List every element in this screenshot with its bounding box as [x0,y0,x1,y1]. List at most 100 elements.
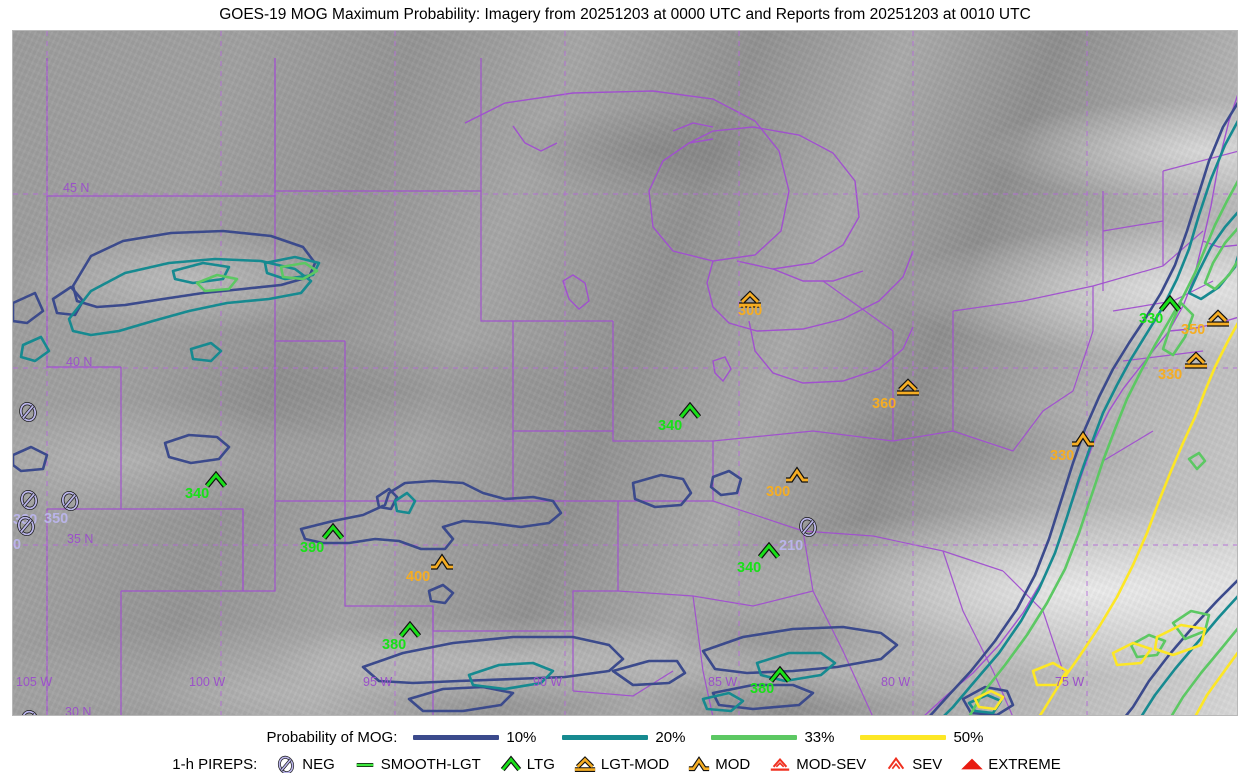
pirep-legend-item: SMOOTH-LGT [352,755,481,773]
pirep-marker[interactable]: 330 [1139,294,1182,327]
lgt-mod-icon [739,290,761,308]
pirep-altitude-label: 330 [1158,367,1182,383]
map-canvas[interactable]: 45 N 40 N 35 N 30 N 105 W 100 W 95 W 90 W 85 W 8… [12,30,1238,716]
probability-color-swatch [860,734,947,740]
probability-legend-label: 50% [953,728,984,746]
neg-icon [17,516,35,536]
probability-legend-title: Probability of MOG: [266,728,398,746]
latitude-label: 35 N [67,532,93,546]
pirep-altitude-label: 390 [300,540,324,556]
latitude-label: 30 N [65,705,91,716]
pirep-altitude-label: 300 [738,303,762,319]
pirep-legend-label: LGT-MOD [600,755,670,773]
pirep-marker[interactable]: 0 [13,516,35,553]
extreme-filled-triangle-icon [961,758,983,770]
contour-50-percent [973,321,1237,715]
ltg-icon [678,401,702,419]
pirep-marker[interactable]: 380 [750,665,792,697]
pirep-marker[interactable]: 350 [1181,309,1229,338]
latitude-label: 45 N [63,181,89,195]
pirep-legend-item: MOD [686,755,750,773]
pirep-marker[interactable]: 350 [44,491,79,527]
ltg-icon [204,470,228,488]
pirep-legend-label: EXTREME [988,755,1061,773]
page-title: GOES-19 MOG Maximum Probability: Imagery… [219,6,1031,23]
pirep-legend-row: 1-h PIREPS: NEG SMOOTH-LGT LTG LGT-MOD MOD MO… [0,751,1250,777]
coastlines-and-lakes [464,90,1237,715]
pirep-altitude-label: 210 [779,538,803,554]
neg-icon [21,710,39,715]
pirep-legend-item: SEV [883,755,942,773]
sev-double-chevron-icon [888,756,905,770]
probability-color-swatch [413,734,500,740]
pirep-altitude-label: 360 [872,396,896,412]
pirep-altitude-label: 340 [658,418,682,434]
pirep-marker[interactable]: 400 [406,553,453,585]
pirep-altitude-label: 400 [406,569,430,585]
pirep-marker[interactable]: 330 [1158,351,1207,383]
pirep-marker[interactable] [19,402,38,422]
legend: Probability of MOG: 10% 20% 33% 50% 1-h PIR… [0,722,1250,782]
longitude-label: 105 W [16,675,52,689]
pirep-marker[interactable]: 330 [1050,430,1094,464]
mog-probability-contours [13,101,1237,715]
lgt-mod-chevron-bar-icon [574,756,595,772]
pirep-altitude-label: 340 [185,486,209,502]
pirep-altitude-label: 330 [1050,448,1074,464]
pirep-altitude-label: 300 [766,484,790,500]
pirep-marker[interactable]: 330 [13,490,38,528]
pirep-marker[interactable]: 300 [738,290,762,319]
neg-icon [799,517,817,537]
geography-overlay [13,31,1237,715]
pirep-marker[interactable]: 210 [779,517,817,554]
pirep-marker[interactable]: 340 [185,470,228,502]
probability-legend-item: 10% [413,729,536,746]
latitude-label: 40 N [66,355,92,369]
pirep-altitude-label: 380 [750,681,774,697]
pirep-marker[interactable]: 390 [300,522,345,556]
satellite-ir-imagery [13,31,1237,715]
longitude-label: 90 W [533,675,562,689]
probability-legend-label: 20% [655,728,686,746]
pirep-marker[interactable]: 340 [737,541,781,576]
pirep-legend-label: NEG [302,755,335,773]
lgt-mod-icon [897,378,919,396]
neg-icon [61,491,79,511]
pirep-marker[interactable]: 300 [766,466,808,500]
pirep-marker[interactable]: 380 [382,620,422,653]
ltg-icon [1158,294,1182,312]
pirep-marker[interactable]: 340 [658,401,702,434]
pirep-altitude-label: 340 [737,560,761,576]
neg-circle-slash-icon [278,755,295,773]
probability-color-swatch [711,734,798,740]
ltg-icon [768,665,792,683]
pirep-legend-item: EXTREME [959,755,1061,773]
mod-icon [786,466,808,483]
contour-33-percent [195,179,1237,715]
probability-color-swatch [562,734,649,740]
pirep-altitude-label: 350 [1181,322,1205,338]
pirep-marker[interactable]: 360 [872,378,919,412]
mod-icon [1072,430,1094,447]
graticule-labels: 45 N 40 N 35 N 30 N 105 W 100 W 95 W 90 W 85 W 8… [16,181,1084,716]
lgt-mod-icon [1207,309,1229,327]
longitude-label: 80 W [881,675,910,689]
probability-legend-row: Probability of MOG: 10% 20% 33% 50% [0,724,1250,750]
pirep-legend-item: MOD-SEV [767,755,866,773]
ltg-chevron-icon [500,755,521,772]
pirep-marker[interactable] [21,710,40,716]
pirep-altitude-label: 350 [44,511,68,527]
probability-legend-item: 20% [562,729,685,746]
longitude-label: 75 W [1055,675,1084,689]
pirep-legend-title: 1-h PIREPS: [172,755,258,773]
probability-legend-label: 10% [506,728,537,746]
smooth-lgt-line-icon [356,762,374,768]
pirep-legend-label: MOD-SEV [796,755,867,773]
ltg-icon [398,620,422,638]
pirep-altitude-label: 380 [382,637,406,653]
pirep-markers-layer[interactable]: 300 360 340 330 350 330 330 340 300 390 400 210 340 3… [13,31,1238,716]
ltg-icon [757,541,781,559]
probability-legend-item: 33% [711,729,834,746]
longitude-label: 95 W [363,675,392,689]
pirep-altitude-label: 330 [1139,311,1163,327]
